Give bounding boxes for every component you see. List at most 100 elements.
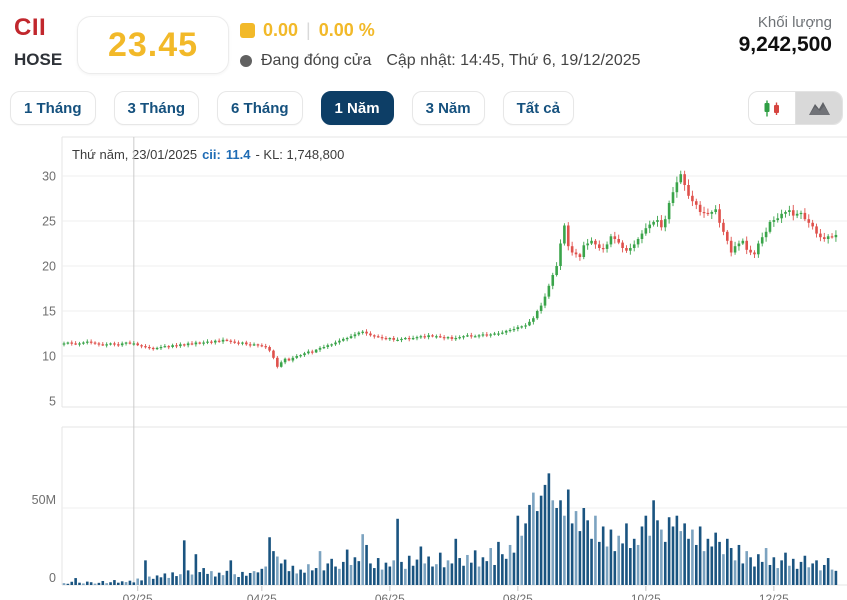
candle-body xyxy=(419,336,423,338)
range-button-3-nam[interactable]: 3 Năm xyxy=(411,91,485,125)
candlestick-icon xyxy=(764,100,779,116)
candle-body xyxy=(520,326,524,328)
volume-bar xyxy=(636,544,640,585)
candlestick-view-button[interactable] xyxy=(749,92,795,124)
volume-bar xyxy=(400,561,403,585)
volume-bar xyxy=(431,566,434,585)
range-button-3-thang[interactable]: 3 Tháng xyxy=(113,91,200,125)
volume-bar xyxy=(757,554,760,585)
volume-bar xyxy=(217,572,221,585)
candle-body xyxy=(341,338,345,341)
candle-body xyxy=(217,340,221,342)
candle-body xyxy=(539,305,543,311)
candle-body xyxy=(749,249,752,253)
candle-body xyxy=(276,357,279,367)
candle-body xyxy=(497,333,500,335)
volume-bar xyxy=(132,582,136,585)
candle-body xyxy=(698,204,702,212)
volume-bar xyxy=(404,568,407,585)
volume-bar xyxy=(70,581,74,585)
volume-bar xyxy=(687,538,690,585)
volume-bar xyxy=(598,541,601,585)
volume-bar xyxy=(566,489,570,585)
candle-body xyxy=(159,347,163,349)
candle-body xyxy=(656,220,659,222)
candle-body xyxy=(287,358,291,361)
candle-body xyxy=(151,347,155,350)
volume-bar xyxy=(384,562,388,585)
volume-bar xyxy=(163,573,167,585)
candle-body xyxy=(186,343,190,346)
candle-body xyxy=(555,266,558,275)
volume-bar xyxy=(543,484,547,585)
volume-bar xyxy=(780,560,783,585)
candle-body xyxy=(396,339,399,341)
ticker-symbol: CII xyxy=(14,14,47,41)
candle-body xyxy=(532,318,535,322)
candle-body xyxy=(559,243,562,266)
candle-body xyxy=(256,344,260,346)
range-button-1-nam-selected[interactable]: 1 Năm xyxy=(320,91,394,125)
volume-bar xyxy=(318,551,322,585)
volume-bar xyxy=(248,572,252,585)
volume-bar xyxy=(365,544,368,585)
candle-body xyxy=(85,341,89,343)
candle-body xyxy=(702,212,706,214)
volume-bar xyxy=(760,561,764,585)
candle-body xyxy=(636,239,640,245)
volume-bar xyxy=(504,558,508,585)
volume-bar xyxy=(667,517,671,585)
volume-bar xyxy=(105,583,108,585)
x-axis-label: 06/25 xyxy=(375,592,405,600)
volume-bar xyxy=(442,567,446,585)
price-axis-tick: 30 xyxy=(42,170,56,184)
candle-body xyxy=(718,209,721,223)
candle-body xyxy=(757,243,760,255)
candle-body xyxy=(155,347,159,350)
candle-body xyxy=(171,345,174,347)
candle-body xyxy=(764,231,768,238)
candle-body xyxy=(93,342,97,344)
candle-body xyxy=(252,344,256,346)
volume-bar xyxy=(144,560,147,585)
volume-bar xyxy=(85,581,89,585)
candle-body xyxy=(384,338,388,340)
candle-body xyxy=(822,237,826,239)
candle-body xyxy=(629,248,632,251)
change-square-icon xyxy=(240,23,255,38)
volume-bar xyxy=(128,580,132,585)
volume-bar xyxy=(373,568,376,585)
candle-body xyxy=(648,224,652,229)
range-button-1-thang[interactable]: 1 Tháng xyxy=(10,91,96,125)
candle-body xyxy=(594,240,597,245)
candle-body xyxy=(279,362,283,367)
range-button-6-thang[interactable]: 6 Tháng xyxy=(217,91,303,125)
volume-bar xyxy=(644,515,648,585)
volume-bar xyxy=(388,566,392,585)
candle-body xyxy=(826,236,830,239)
candle-body xyxy=(760,237,764,244)
candle-body xyxy=(462,336,465,338)
candle-body xyxy=(295,356,299,358)
candle-body xyxy=(74,343,77,345)
price-axis-tick: 25 xyxy=(42,215,56,229)
volume-bar xyxy=(93,583,97,585)
candle-body xyxy=(586,243,589,246)
candle-body xyxy=(291,357,295,361)
area-view-button[interactable] xyxy=(795,92,842,124)
range-button-tat-ca[interactable]: Tất cả xyxy=(502,91,574,125)
candle-body xyxy=(264,346,268,348)
price-axis-tick: 10 xyxy=(42,350,56,364)
candle-body xyxy=(361,331,364,333)
candle-body xyxy=(345,338,349,340)
volume-bar xyxy=(357,561,361,585)
volume-bar xyxy=(788,565,791,585)
volume-bar xyxy=(283,559,287,585)
volume-bar xyxy=(663,541,667,585)
volume-bar xyxy=(714,532,717,585)
candle-body xyxy=(733,246,737,253)
volume-bar xyxy=(330,558,333,585)
volume-bar xyxy=(625,523,628,585)
